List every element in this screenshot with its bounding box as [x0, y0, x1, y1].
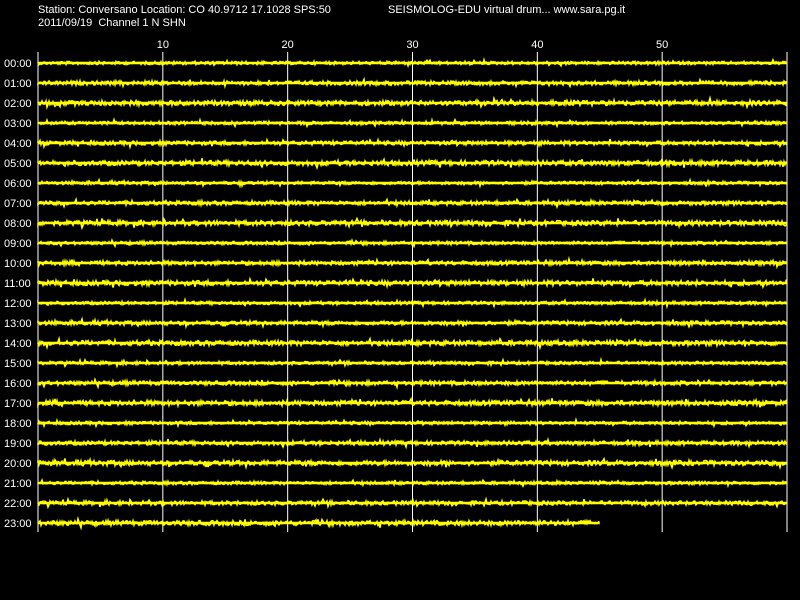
hour-label: 03:00 — [4, 118, 32, 130]
hour-label: 10:00 — [4, 258, 32, 270]
x-tick-label: 50 — [656, 39, 668, 51]
hour-label: 02:00 — [4, 98, 32, 110]
hour-label: 16:00 — [4, 378, 32, 390]
hour-label: 21:00 — [4, 478, 32, 490]
hour-label: 17:00 — [4, 398, 32, 410]
app-brand: SEISMOLOG-EDU virtual drum... www.sara.p… — [388, 4, 626, 16]
x-tick-label: 20 — [282, 39, 294, 51]
seismic-trace — [37, 255, 788, 270]
hour-label: 14:00 — [4, 338, 32, 350]
hour-label: 22:00 — [4, 498, 32, 510]
seismic-trace — [37, 95, 788, 111]
hour-label: 05:00 — [4, 158, 32, 170]
hour-label: 01:00 — [4, 78, 32, 90]
hour-label: 23:00 — [4, 518, 32, 530]
hour-label: 00:00 — [4, 58, 32, 70]
hour-label: 04:00 — [4, 138, 32, 150]
hour-label: 13:00 — [4, 318, 32, 330]
hour-label: 20:00 — [4, 458, 32, 470]
hour-label: 18:00 — [4, 418, 32, 430]
hour-label: 12:00 — [4, 298, 32, 310]
hour-label: 11:00 — [4, 278, 31, 290]
x-tick-label: 10 — [157, 39, 169, 51]
x-tick-label: 40 — [531, 39, 543, 51]
seismic-trace — [37, 335, 788, 351]
station-info: Station: Conversano Location: CO 40.9712… — [38, 4, 331, 16]
hour-label: 07:00 — [4, 198, 32, 210]
hour-label: 15:00 — [4, 358, 32, 370]
date-channel-info: 2011/09/19 Channel 1 N SHN — [38, 17, 186, 29]
x-tick-label: 30 — [406, 39, 418, 51]
hour-label: 09:00 — [4, 238, 32, 250]
hour-label: 19:00 — [4, 438, 32, 450]
hour-label: 06:00 — [4, 178, 32, 190]
hour-label: 08:00 — [4, 218, 32, 230]
